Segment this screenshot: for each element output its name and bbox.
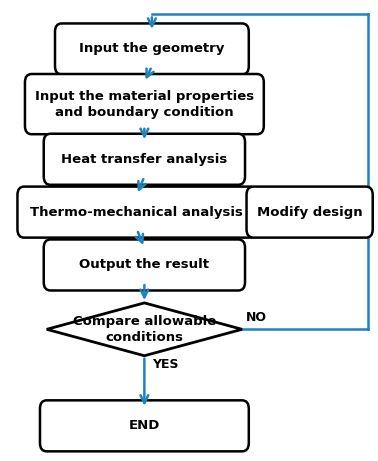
FancyBboxPatch shape — [44, 239, 245, 290]
Text: Output the result: Output the result — [79, 259, 209, 272]
FancyBboxPatch shape — [246, 187, 373, 237]
Text: Input the material properties
and boundary condition: Input the material properties and bounda… — [35, 89, 254, 118]
Text: Thermo-mechanical analysis: Thermo-mechanical analysis — [31, 206, 243, 219]
FancyBboxPatch shape — [40, 400, 249, 451]
Text: Compare allowable
conditions: Compare allowable conditions — [73, 315, 216, 344]
FancyBboxPatch shape — [25, 74, 264, 134]
Text: END: END — [129, 420, 160, 432]
FancyBboxPatch shape — [44, 134, 245, 185]
FancyBboxPatch shape — [17, 187, 256, 237]
Polygon shape — [47, 303, 242, 356]
Text: YES: YES — [152, 358, 178, 371]
Text: NO: NO — [246, 311, 267, 324]
Text: Heat transfer analysis: Heat transfer analysis — [61, 153, 228, 166]
FancyBboxPatch shape — [55, 24, 249, 75]
Text: Input the geometry: Input the geometry — [79, 42, 225, 55]
Text: Modify design: Modify design — [257, 206, 363, 219]
